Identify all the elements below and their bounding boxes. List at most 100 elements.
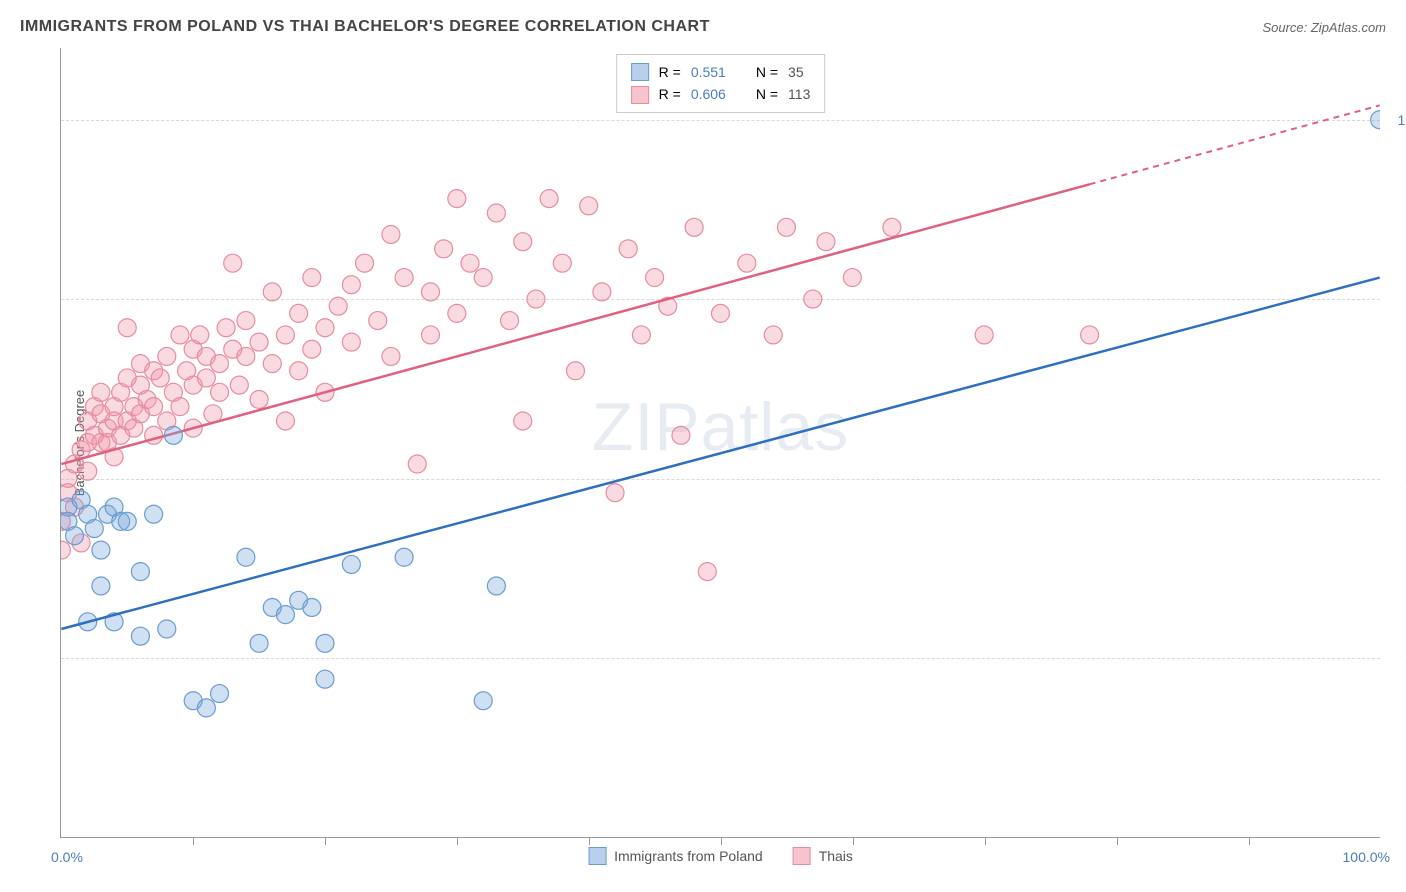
data-point-poland — [316, 670, 334, 688]
data-point-thais — [712, 304, 730, 322]
data-point-poland — [85, 520, 103, 538]
data-point-thais — [646, 269, 664, 287]
data-point-thais — [237, 347, 255, 365]
x-max-label: 100.0% — [1343, 849, 1390, 865]
data-point-thais — [217, 319, 235, 337]
data-point-thais — [211, 383, 229, 401]
y-tick-label: 75.0% — [1385, 291, 1406, 307]
data-point-thais — [764, 326, 782, 344]
data-point-thais — [250, 333, 268, 351]
data-point-thais — [263, 283, 281, 301]
data-point-poland — [276, 606, 294, 624]
data-point-poland — [164, 426, 182, 444]
data-point-thais — [369, 312, 387, 330]
data-point-thais — [632, 326, 650, 344]
trend-line-thais — [61, 184, 1089, 464]
data-point-thais — [342, 333, 360, 351]
x-tick — [325, 837, 326, 845]
data-point-thais — [290, 304, 308, 322]
data-point-poland — [1371, 111, 1380, 129]
data-point-poland — [92, 541, 110, 559]
data-point-thais — [606, 484, 624, 502]
data-point-thais — [408, 455, 426, 473]
y-tick-label: 100.0% — [1385, 112, 1406, 128]
data-point-poland — [197, 699, 215, 717]
data-point-thais — [290, 362, 308, 380]
r-label: R = — [659, 61, 681, 83]
data-point-thais — [883, 218, 901, 236]
data-point-poland — [131, 563, 149, 581]
data-point-poland — [118, 512, 136, 530]
data-point-thais — [329, 297, 347, 315]
data-point-thais — [975, 326, 993, 344]
data-point-thais — [448, 190, 466, 208]
data-point-poland — [158, 620, 176, 638]
legend-row-poland: R = 0.551 N = 35 — [631, 61, 811, 83]
data-point-thais — [435, 240, 453, 258]
x-tick — [721, 837, 722, 845]
n-value-poland: 35 — [788, 61, 804, 83]
x-tick — [193, 837, 194, 845]
data-point-thais — [817, 233, 835, 251]
data-point-thais — [303, 269, 321, 287]
x-tick — [985, 837, 986, 845]
data-point-thais — [61, 541, 70, 559]
data-point-thais — [92, 383, 110, 401]
data-point-thais — [79, 462, 97, 480]
data-point-thais — [804, 290, 822, 308]
data-point-thais — [421, 326, 439, 344]
data-point-thais — [448, 304, 466, 322]
data-point-thais — [171, 326, 189, 344]
data-point-poland — [487, 577, 505, 595]
data-point-thais — [191, 326, 209, 344]
data-point-thais — [698, 563, 716, 581]
x-tick — [1249, 837, 1250, 845]
data-point-thais — [316, 319, 334, 337]
data-point-thais — [566, 362, 584, 380]
data-point-poland — [131, 627, 149, 645]
data-point-thais — [395, 269, 413, 287]
legend-swatch-thais-icon — [793, 847, 811, 865]
r-value-poland: 0.551 — [691, 61, 726, 83]
data-point-thais — [237, 312, 255, 330]
data-point-thais — [461, 254, 479, 272]
data-point-thais — [514, 233, 532, 251]
data-point-thais — [527, 290, 545, 308]
x-tick — [1117, 837, 1118, 845]
data-point-poland — [303, 598, 321, 616]
legend-swatch-poland-icon — [588, 847, 606, 865]
data-point-thais — [382, 347, 400, 365]
legend-row-thais: R = 0.606 N = 113 — [631, 83, 811, 105]
data-point-thais — [593, 283, 611, 301]
data-point-thais — [580, 197, 598, 215]
data-point-poland — [145, 505, 163, 523]
source-label: Source: ZipAtlas.com — [1262, 20, 1386, 35]
data-point-poland — [342, 555, 360, 573]
data-point-thais — [118, 319, 136, 337]
data-point-poland — [92, 577, 110, 595]
data-point-poland — [474, 692, 492, 710]
data-point-thais — [619, 240, 637, 258]
data-point-thais — [211, 355, 229, 373]
data-point-thais — [171, 398, 189, 416]
data-point-thais — [540, 190, 558, 208]
r-value-thais: 0.606 — [691, 83, 726, 105]
data-point-thais — [421, 283, 439, 301]
data-point-thais — [303, 340, 321, 358]
data-point-thais — [276, 412, 294, 430]
legend-item-poland: Immigrants from Poland — [588, 847, 763, 865]
data-point-poland — [237, 548, 255, 566]
plot-area: Bachelor's Degree ZIPatlas R = 0.551 N =… — [60, 48, 1380, 838]
y-tick-label: 25.0% — [1385, 650, 1406, 666]
legend-series: Immigrants from Poland Thais — [588, 847, 853, 865]
data-point-poland — [66, 527, 84, 545]
data-point-thais — [685, 218, 703, 236]
x-tick — [457, 837, 458, 845]
n-value-thais: 113 — [788, 83, 810, 105]
data-point-poland — [250, 634, 268, 652]
legend-item-thais: Thais — [793, 847, 853, 865]
data-point-thais — [1081, 326, 1099, 344]
x-tick — [589, 837, 590, 845]
data-point-thais — [501, 312, 519, 330]
scatter-svg — [61, 48, 1380, 837]
